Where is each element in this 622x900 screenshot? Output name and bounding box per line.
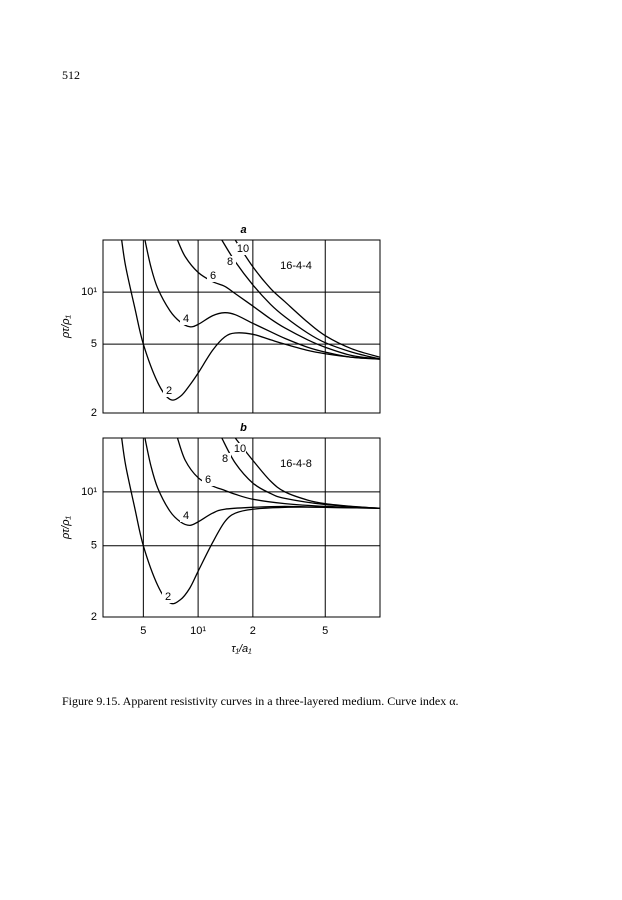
curve <box>176 240 380 360</box>
curve-label: 2 <box>165 591 171 603</box>
y-tick-label: 10¹ <box>81 286 97 298</box>
y-tick-label: 10¹ <box>81 486 97 498</box>
curve-label-bg <box>219 453 231 465</box>
curve <box>144 438 380 527</box>
curve-label-bg <box>180 510 192 522</box>
x-tick-label: 2 <box>250 625 256 637</box>
curve-label: 10 <box>237 243 249 255</box>
curve <box>234 438 380 509</box>
curve <box>144 240 380 360</box>
annotation: 16-4-8 <box>280 458 312 470</box>
curve-label-bg <box>224 256 236 268</box>
x-tick-label: 5 <box>322 625 328 637</box>
page-number: 512 <box>62 68 80 82</box>
curve <box>121 438 380 605</box>
curve-label: 6 <box>210 270 216 282</box>
annotation: 16-4-4 <box>280 260 312 272</box>
curve <box>234 240 380 358</box>
figure-caption: Figure 9.15. Apparent resistivity curves… <box>62 694 459 708</box>
curve <box>221 240 380 360</box>
curve-label-bg <box>234 443 246 455</box>
chart-title: b <box>240 422 247 434</box>
curve <box>121 240 380 401</box>
curve-label-bg <box>162 591 174 603</box>
plot-frame <box>102 437 381 618</box>
curve-label-bg <box>163 385 175 397</box>
y-tick-label: 5 <box>91 540 97 552</box>
curve-label: 4 <box>183 313 189 325</box>
y-tick-label: 5 <box>91 338 97 350</box>
curve-label: 6 <box>205 474 211 486</box>
y-tick-label: 2 <box>91 611 97 623</box>
x-axis-label: τ₁/a₁ <box>231 643 252 655</box>
curve-label-bg <box>237 243 249 255</box>
x-tick-label: 5 <box>140 625 146 637</box>
curve-label: 2 <box>166 385 172 397</box>
plot-frame <box>102 239 381 414</box>
curve-label: 10 <box>234 443 246 455</box>
curve <box>221 438 380 509</box>
curve-label-bg <box>180 313 192 325</box>
curve-label: 8 <box>227 256 233 268</box>
y-axis-label: ρτ/ρ₁ <box>60 515 72 540</box>
y-tick-label: 2 <box>91 407 97 419</box>
curve-label: 4 <box>183 510 189 522</box>
chart-title: a <box>240 224 246 236</box>
curve-label-bg <box>202 474 214 486</box>
curve-label-bg <box>207 270 219 282</box>
curve <box>176 438 380 509</box>
y-axis-label: ρτ/ρ₁ <box>60 314 72 339</box>
x-tick-label: 10¹ <box>190 625 206 637</box>
curve-label: 8 <box>222 453 228 465</box>
